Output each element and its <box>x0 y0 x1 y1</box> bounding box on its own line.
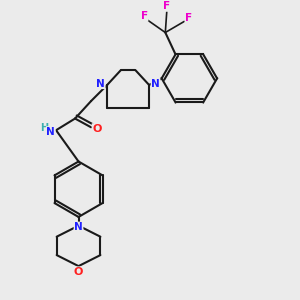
Text: F: F <box>163 1 170 11</box>
Text: N: N <box>151 79 160 88</box>
Text: N: N <box>96 79 105 88</box>
Text: O: O <box>74 267 83 277</box>
Text: N: N <box>74 222 83 232</box>
Text: O: O <box>92 124 102 134</box>
Text: H: H <box>40 123 48 133</box>
Text: N: N <box>46 127 55 137</box>
Text: F: F <box>185 13 192 22</box>
Text: F: F <box>141 11 148 21</box>
